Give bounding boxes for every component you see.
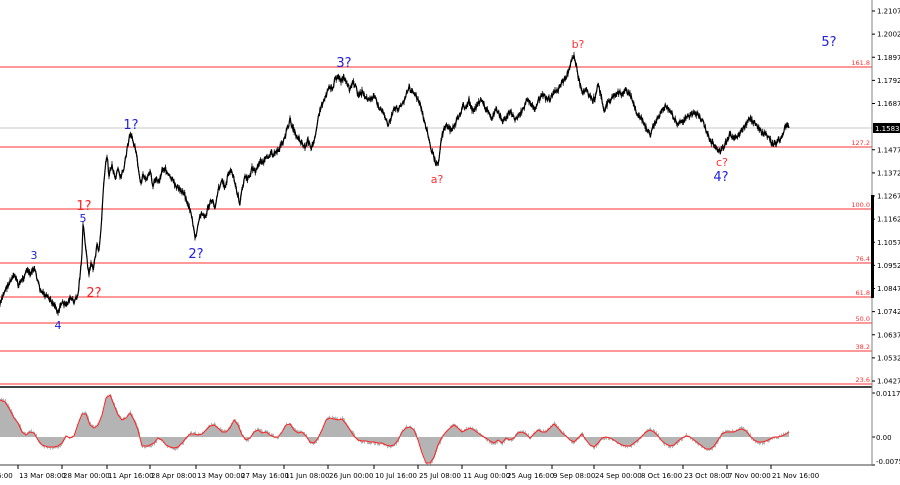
price-tick-label: 1.0742 [877,308,900,316]
time-tick-label: 9 Sep 08:00 [553,472,595,480]
price-tick-label: 1.2002 [877,31,900,39]
price-tick-label: 1.1057 [877,239,900,247]
wave-label: 2? [188,247,203,262]
price-tick-label: 1.0847 [877,285,900,293]
wave-label: b? [572,38,585,51]
fib-level-label: 76.4 [856,255,870,263]
price-tick-label: 1.0532 [877,354,900,362]
oscillator-tick-label: -0.00759 [876,458,900,466]
wave-label: a? [431,173,444,186]
time-tick-label: 13 May 00:00 [197,472,245,480]
wave-label: 5? [821,35,836,50]
time-tick-label: 11 Apr 16:00 [108,472,154,480]
oscillator-tick-label: 0.01174 [876,390,900,398]
price-tick-label: 1.1477 [877,146,900,154]
price-tick-label: 1.0952 [877,262,900,270]
price-tick-label: 1.1267 [877,193,900,201]
price-tick-label: 1.1687 [877,100,900,108]
fib-level-label: 127.2 [851,139,870,147]
time-tick-label: 24 Sep 00:00 [595,472,642,480]
time-tick-label: 23 Oct 08:00 [684,472,730,480]
time-tick-label: 7 Nov 00:00 [728,472,771,480]
wave-label: 1? [76,199,91,214]
price-tick-label: 1.1372 [877,169,900,177]
time-tick-label: 8 Oct 16:00 [641,472,682,480]
time-tick-label: 25 Jul 08:00 [419,472,461,480]
time-tick-label: 11 Jun 08:00 [285,472,329,480]
wave-label: 1? [123,118,138,133]
time-tick-label: 6:00 [0,472,13,480]
oscillator-signal-line [0,394,790,464]
time-tick-label: 10 Jul 16:00 [375,472,417,480]
price-series-noise [0,51,789,316]
fib-level-label: 161.8 [851,59,870,67]
fibonacci-levels: 161.8 127.2 100.0 76.4 61.8 50.0 38.2 23.6 [0,59,872,385]
price-tick-label: 1.1897 [877,54,900,62]
wave-label: 4? [713,170,728,185]
price-tick-label: 1.0427 [877,378,900,386]
time-tick-label: 28 Apr 08:00 [151,472,197,480]
fib-level-label: 61.8 [856,289,870,297]
fib-level-label: 23.6 [856,376,870,384]
wave-label: c? [716,156,728,169]
svg-text:1.1583: 1.1583 [875,125,900,133]
fib-level-label: 38.2 [856,343,870,351]
price-tick-label: 1.0637 [877,331,900,339]
fib-level-label: 50.0 [856,315,870,323]
time-tick-label: 21 Nov 16:00 [772,472,819,480]
current-price-label: 1.1583 [873,123,900,133]
time-tick-label: 27 May 16:00 [241,472,289,480]
price-tick-label: 1.2107 [877,8,900,16]
price-tick-label: 1.1162 [877,216,900,224]
wave-label: 3? [336,56,351,71]
price-axis: 1.2107 1.2002 1.1897 1.1792 1.1687 1.1477 1.13… [872,8,900,386]
time-tick-label: 28 Mar 00:00 [63,472,110,480]
axis-marker-bar [871,195,874,298]
price-tick-label: 1.1792 [877,77,900,85]
wave-label: 5 [80,212,87,225]
fib-level-label: 100.0 [851,201,870,209]
time-tick-label: 25 Aug 16:00 [507,472,554,480]
wave-label: 4 [55,319,62,332]
oscillator-tick-label: 0.00 [876,434,892,442]
wave-label: 2? [86,286,101,301]
time-tick-label: 26 Jun 00:00 [329,472,373,480]
wave-label: 3 [31,249,38,262]
time-tick-label: 11 Aug 00:00 [463,472,510,480]
time-tick-label: 13 Mar 08:00 [19,472,66,480]
